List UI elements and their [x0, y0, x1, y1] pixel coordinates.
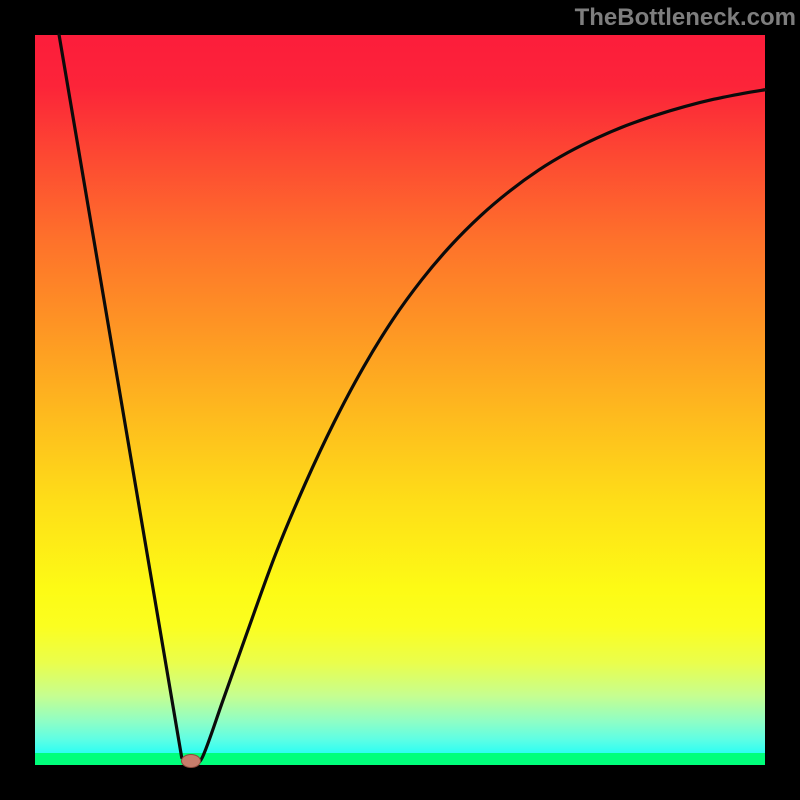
chart-container: TheBottleneck.com — [0, 0, 800, 800]
green-strip — [35, 753, 765, 765]
plot-area — [35, 35, 765, 765]
watermark-text: TheBottleneck.com — [575, 4, 796, 32]
optimal-point-marker — [181, 754, 201, 768]
